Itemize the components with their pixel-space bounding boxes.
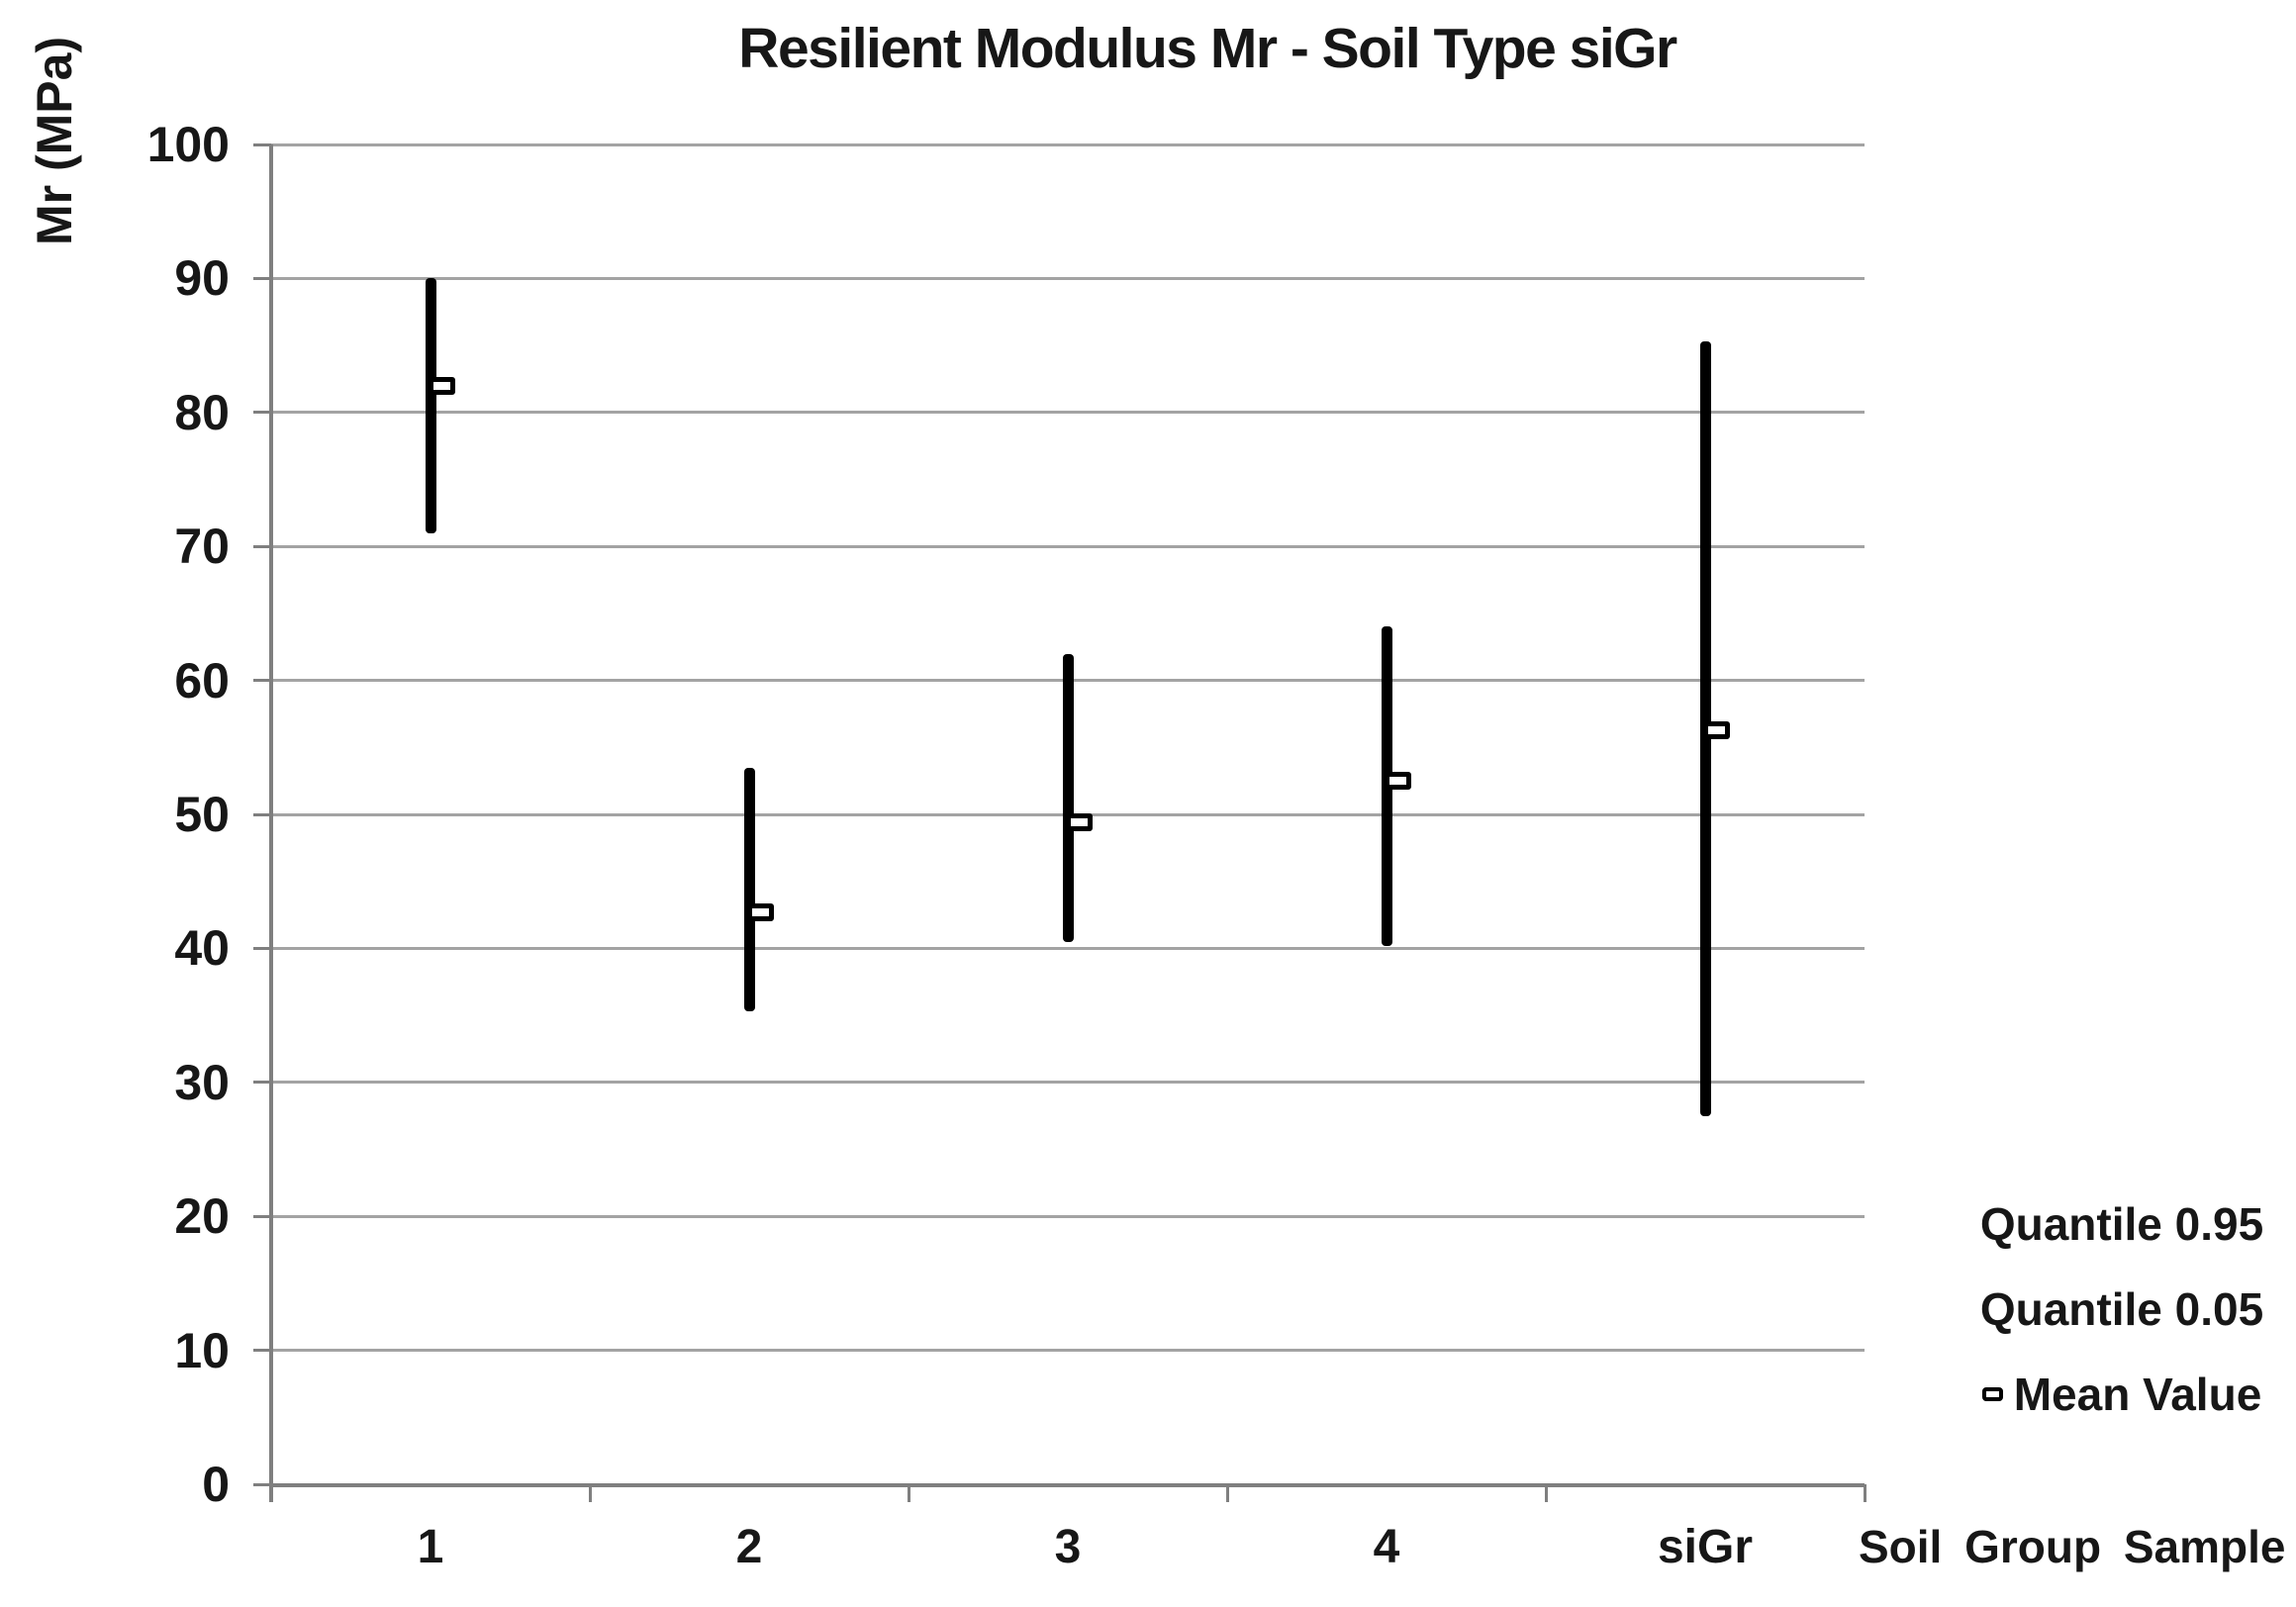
x-axis-tick [1544,1484,1548,1502]
mean-square-icon [1981,1387,2003,1401]
y-tick-label: 80 [174,384,230,440]
gridline [271,1214,1865,1218]
y-tick-label: 40 [174,920,230,977]
x-tick-label: 3 [1054,1521,1082,1573]
legend-item-label: Quantile 0.05 [1979,1283,2264,1335]
x-axis-tick [907,1484,910,1502]
y-tick-label: 100 [146,117,230,172]
mean-marker [1385,772,1411,791]
legend-item: Quantile 0.05 [1967,1280,2276,1338]
mean-marker [747,902,774,921]
chart-title: Resilient Modulus Mr - Soil Type siGr [738,17,1677,80]
x-axis-line [271,1482,1865,1487]
gridline [271,411,1865,415]
x-tick-label: 1 [417,1521,444,1573]
x-axis-title: Soil Group Sample [1859,1521,2286,1572]
y-axis-tick [253,276,271,280]
quantile-range-line [1062,653,1074,942]
y-axis-tick [253,544,271,548]
y-axis-tick [253,1482,271,1486]
gridline [271,1349,1865,1353]
x-tick-label: 2 [735,1521,763,1573]
mean-marker [1066,813,1093,832]
quantile-range-line [743,767,755,1012]
gridline [271,1081,1865,1085]
x-axis-tick [269,1484,273,1502]
y-tick-label: 90 [174,250,230,307]
y-axis-line [269,144,273,1502]
legend-item-label: Mean Value [2013,1369,2262,1420]
quantile-range-line [425,278,436,533]
x-axis-tick [1863,1484,1866,1502]
legend: Quantile 0.95 Quantile 0.05 Mean Value [1967,1195,2276,1451]
legend-item-label: Quantile 0.95 [1979,1198,2264,1250]
y-tick-label: 0 [202,1457,230,1512]
mean-marker [429,376,455,395]
y-axis-tick [253,679,271,683]
y-tick-label: 20 [174,1188,230,1245]
y-axis-tick [253,411,271,415]
y-axis-tick [253,1081,271,1085]
y-tick-label: 10 [174,1322,230,1378]
legend-item: Mean Value [1967,1366,2276,1423]
y-axis-tick [253,946,271,950]
legend-item: Quantile 0.95 [1967,1195,2276,1253]
gridline [271,946,1865,950]
x-tick-label: 4 [1373,1521,1400,1573]
gridline [271,142,1865,146]
x-axis-tick [588,1484,592,1502]
gridline [271,276,1865,280]
y-axis-tick [253,1214,271,1218]
gridline [271,544,1865,548]
y-tick-label: 30 [174,1054,230,1110]
y-tick-label: 50 [174,787,230,842]
y-axis-tick [253,1349,271,1353]
y-axis-tick [253,812,271,816]
y-tick-label: 70 [174,519,230,575]
x-tick-label: siGr [1657,1521,1754,1573]
y-tick-label: 60 [174,652,230,709]
x-axis-tick [1225,1484,1229,1502]
y-axis-tick [253,142,271,146]
mean-marker [1703,720,1730,739]
